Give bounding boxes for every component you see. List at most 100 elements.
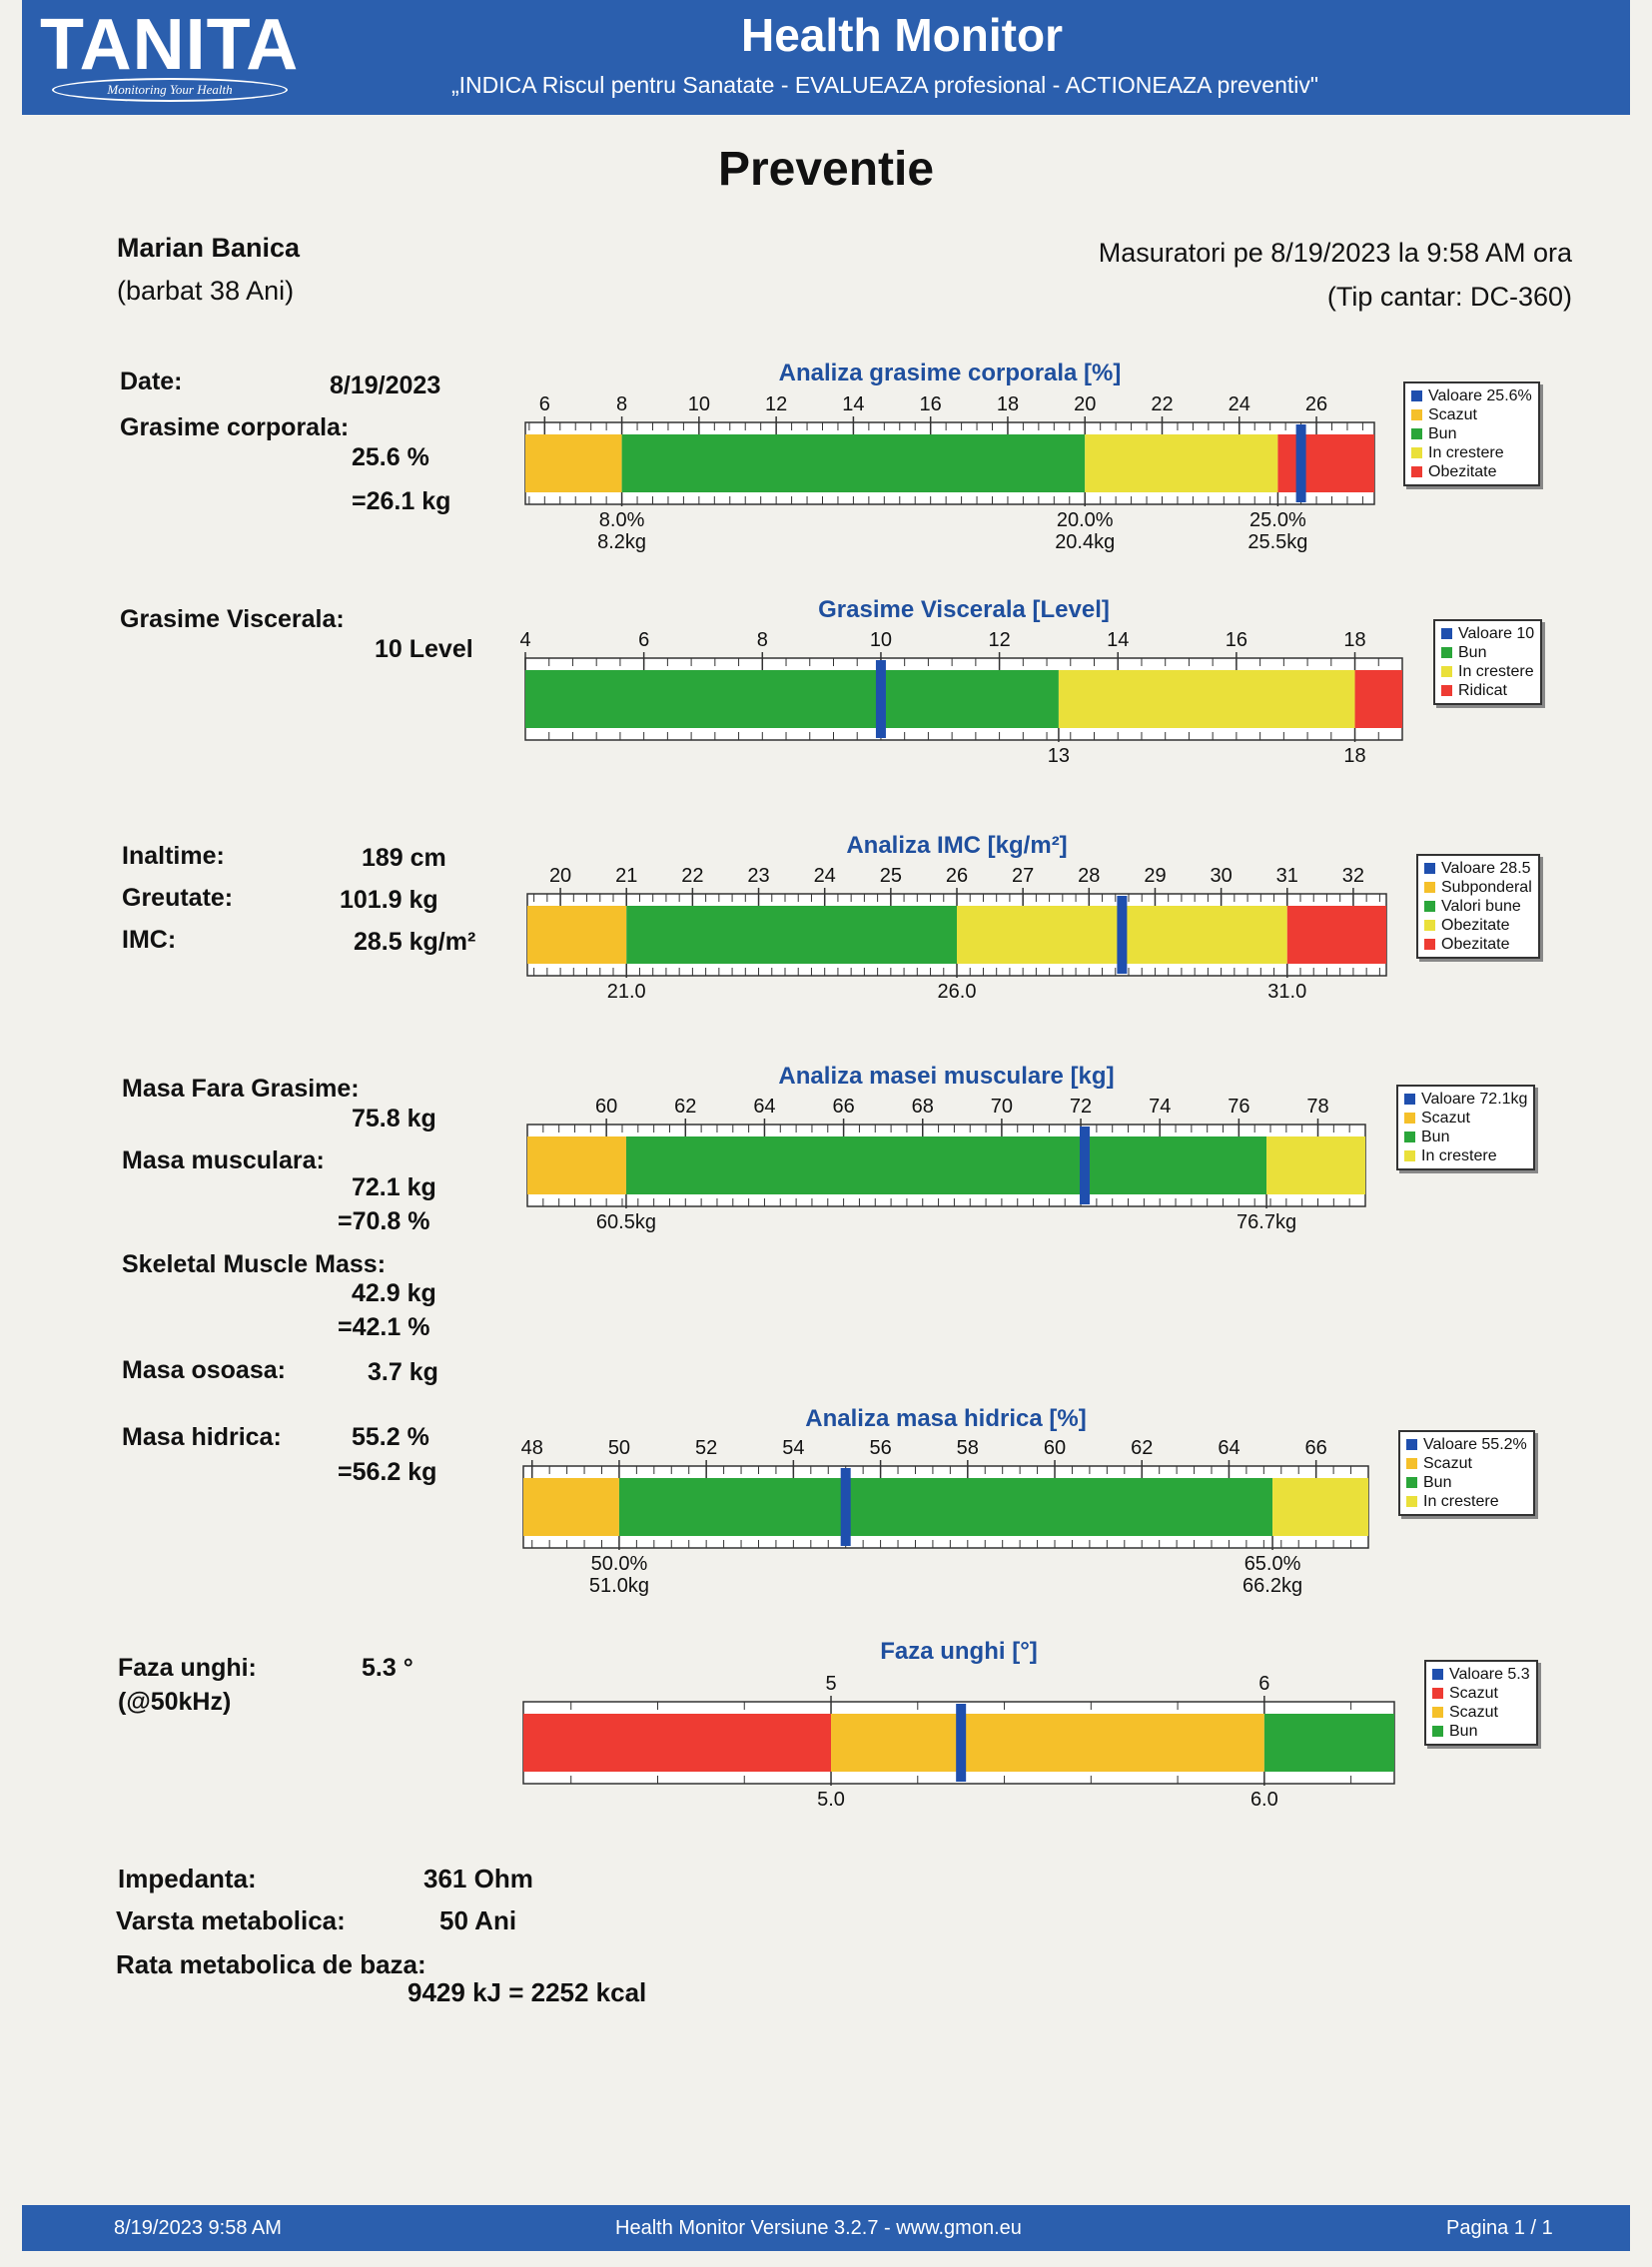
- visceral-fat-tick-label: 8: [757, 629, 768, 651]
- muscle-mass-segment-0: [527, 1136, 626, 1194]
- visceral-fat-tick-label: 10: [870, 629, 892, 651]
- legend-entry: In crestere: [1406, 1492, 1527, 1511]
- visceral-fat-segment-2: [1354, 670, 1402, 728]
- visceral-fat-tick-label: 14: [1107, 629, 1129, 651]
- imc-tick-label: 32: [1342, 865, 1364, 887]
- bone-mass-value: 3.7 kg: [368, 1358, 438, 1386]
- imc-value-marker: [1117, 896, 1128, 974]
- brand-tagline: Monitoring Your Health: [52, 78, 288, 102]
- scale-type: (Tip cantar: DC-360): [1326, 282, 1572, 312]
- water-mass-tick-label: 50: [608, 1437, 630, 1459]
- legend-swatch: [1441, 685, 1452, 696]
- legend-label: Scazut: [1428, 405, 1477, 423]
- imc-legend: Valoare 28.5 Subponderal Valori bune Obezit…: [1416, 854, 1540, 959]
- visceral-fat-tick-label: 4: [519, 629, 530, 651]
- body-fat-axis-frame: [524, 421, 1375, 505]
- imc-chart-title: Analiza IMC [kg/m²]: [846, 832, 1068, 859]
- body-fat-segment-2: [1085, 434, 1278, 492]
- legend-swatch: [1432, 1688, 1443, 1699]
- imc-tick-label: 20: [549, 865, 571, 887]
- water-mass-tick-label: 56: [869, 1437, 891, 1459]
- legend-label: Obezitate: [1441, 935, 1510, 953]
- legend-swatch: [1406, 1496, 1417, 1507]
- imc-tick-label: 29: [1144, 865, 1166, 887]
- legend-entry: Obezitate: [1411, 462, 1532, 481]
- person-name: Marian Banica: [117, 233, 301, 263]
- muscle-mass-tick-label: 74: [1149, 1096, 1171, 1118]
- body-fat-legend: Valoare 25.6% Scazut Bun In crestere Obezita…: [1403, 381, 1540, 486]
- water-mass-threshold-kg-0: 51.0kg: [589, 1575, 649, 1597]
- water-mass-threshold-label-1: 65.0%: [1244, 1553, 1301, 1575]
- muscle-mass-tick-label: 62: [674, 1096, 696, 1118]
- muscle-mass-threshold-label-0: 60.5kg: [596, 1211, 656, 1233]
- phase-angle-threshold-label-0: 5.0: [817, 1789, 845, 1811]
- water-mass-segment-2: [1272, 1478, 1368, 1536]
- muscle-mass-segment-1: [625, 1136, 1267, 1194]
- footer-page: Pagina 1 / 1: [1446, 2217, 1553, 2239]
- muscle-mass-tick-label: 70: [991, 1096, 1013, 1118]
- legend-label: Obezitate: [1441, 916, 1510, 934]
- body-fat-segment-0: [525, 434, 622, 492]
- legend-swatch: [1411, 390, 1422, 401]
- body-fat-threshold-kg-1: 20.4kg: [1055, 531, 1115, 553]
- legend-swatch: [1424, 882, 1435, 893]
- muscle-mass-tick-label: 78: [1306, 1096, 1328, 1118]
- imc-threshold-label-0: 21.0: [607, 981, 646, 1003]
- imc-label: IMC:: [122, 926, 177, 954]
- body-fat-tick-label: 20: [1074, 393, 1096, 415]
- muscle-mass-chart-title: Analiza masei musculare [kg]: [778, 1063, 1115, 1090]
- legend-label: Valoare 5.3: [1449, 1665, 1530, 1683]
- imc-tick-label: 30: [1210, 865, 1232, 887]
- body-fat-tick-label: 22: [1151, 393, 1173, 415]
- water-mass-tick-label: 54: [782, 1437, 804, 1459]
- measurement-datetime: Masuratori pe 8/19/2023 la 9:58 AM ora: [1098, 238, 1572, 268]
- legend-swatch: [1432, 1707, 1443, 1718]
- visceral-fat-tick-label: 6: [638, 629, 649, 651]
- legend-swatch: [1432, 1726, 1443, 1737]
- visceral-fat-legend: Valoare 10 Bun In crestere Ridicat: [1433, 619, 1543, 705]
- legend-label: Bun: [1458, 643, 1487, 661]
- person-details: (barbat 38 Ani): [117, 276, 295, 306]
- body-fat-tick-label: 12: [765, 393, 787, 415]
- water-mass-label: Masa hidrica:: [122, 1423, 282, 1451]
- body-fat-threshold-kg-0: 8.2kg: [597, 531, 646, 553]
- legend-entry: Bun: [1441, 643, 1534, 662]
- muscle-mass-label: Masa musculara:: [122, 1146, 325, 1174]
- phase-angle-value: 5.3 °: [362, 1654, 413, 1682]
- legend-label: Obezitate: [1428, 462, 1497, 480]
- metabolic-age-label: Varsta metabolica:: [116, 1905, 346, 1935]
- legend-label: Subponderal: [1441, 878, 1532, 896]
- legend-entry: Bun: [1406, 1473, 1527, 1492]
- body-fat-threshold-label-1: 20.0%: [1057, 509, 1114, 531]
- body-fat-label: Grasime corporala:: [120, 413, 350, 441]
- legend-entry: Bun: [1411, 424, 1532, 443]
- water-mass-segment-1: [618, 1478, 1273, 1536]
- legend-label: Valoare 55.2%: [1423, 1435, 1527, 1453]
- visceral-fat-value: 10 Level: [375, 635, 473, 663]
- body-fat-value-marker: [1295, 424, 1306, 502]
- phase-angle-segment-0: [523, 1714, 832, 1772]
- legend-label: Bun: [1423, 1473, 1452, 1491]
- imc-tick-label: 26: [946, 865, 968, 887]
- height-label: Inaltime:: [122, 842, 225, 870]
- bmr-value: 9429 kJ = 2252 kcal: [408, 1977, 647, 2007]
- muscle-mass-tick-label: 64: [753, 1096, 775, 1118]
- legend-label: Valoare 25.6%: [1428, 386, 1532, 404]
- legend-swatch: [1406, 1439, 1417, 1450]
- legend-swatch: [1411, 409, 1422, 420]
- legend-label: In crestere: [1428, 443, 1504, 461]
- legend-label: Scazut: [1423, 1454, 1472, 1472]
- legend-swatch: [1424, 901, 1435, 912]
- phase-angle-legend: Valoare 5.3 Scazut Scazut Bun: [1424, 1660, 1538, 1746]
- legend-swatch: [1441, 628, 1452, 639]
- muscle-mass-value-marker: [1080, 1127, 1091, 1204]
- body-fat-tick-label: 8: [616, 393, 627, 415]
- legend-entry: Valoare 72.1kg: [1404, 1090, 1527, 1109]
- footer-date: 8/19/2023 9:58 AM: [114, 2217, 282, 2239]
- legend-entry: In crestere: [1404, 1146, 1527, 1165]
- water-mass-value-marker: [840, 1468, 851, 1546]
- legend-label: In crestere: [1458, 662, 1534, 680]
- legend-label: Valoare 10: [1458, 624, 1535, 642]
- footer-version: Health Monitor Versiune 3.2.7 - www.gmon…: [615, 2217, 1022, 2239]
- legend-label: Valori bune: [1441, 897, 1521, 915]
